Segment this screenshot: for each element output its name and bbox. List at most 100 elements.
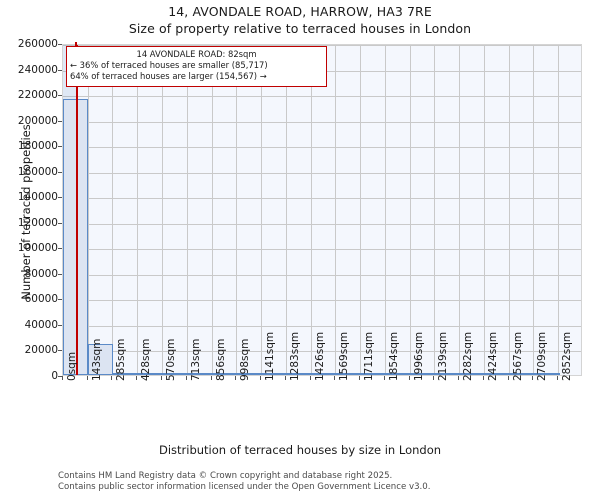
x-axis-tick-mark [458, 376, 460, 380]
y-axis-tick-label: 100000 [17, 242, 58, 255]
y-axis-tick-mark [58, 146, 62, 148]
gridline-horizontal [63, 96, 581, 98]
histogram-bar [410, 373, 436, 375]
x-axis-tick-mark [482, 376, 484, 380]
x-axis-tick-mark [557, 376, 559, 380]
y-axis-tick-mark [58, 95, 62, 97]
page-title: 14, AVONDALE ROAD, HARROW, HA3 7RE [168, 4, 432, 19]
histogram-bar [360, 373, 386, 375]
x-axis-tick-label: 1569sqm [338, 331, 351, 381]
x-axis-tick-mark [359, 376, 361, 380]
gridline-vertical [261, 45, 263, 375]
x-axis-tick-label: 2424sqm [486, 331, 499, 381]
annotation-line-2: ← 36% of terraced houses are smaller (85… [70, 60, 268, 71]
histogram-bar [261, 373, 287, 375]
x-axis-tick-mark [309, 376, 311, 380]
gridline-vertical [87, 45, 89, 375]
y-axis-label: Number of terraced properties [19, 124, 33, 300]
gridline-horizontal [63, 274, 581, 276]
x-axis-tick-mark [507, 376, 509, 380]
y-axis-tick-mark [58, 197, 62, 199]
gridline-vertical [112, 45, 114, 375]
y-axis-tick-mark [58, 44, 62, 45]
histogram-bar [460, 373, 486, 375]
y-axis-tick-label: 160000 [17, 165, 58, 178]
y-axis-tick-label: 40000 [24, 318, 58, 331]
x-axis-tick-mark [334, 376, 336, 380]
gridline-horizontal [63, 198, 581, 200]
plot-area [62, 44, 582, 376]
footer-attribution: Contains HM Land Registry data © Crown c… [58, 471, 598, 492]
histogram-bar [112, 373, 138, 375]
gridline-vertical [384, 45, 386, 375]
gridline-vertical [335, 45, 337, 375]
gridline-vertical [137, 45, 139, 375]
histogram-bar [534, 373, 560, 375]
x-axis-tick-label: 2567sqm [511, 331, 524, 381]
gridline-horizontal [63, 223, 581, 225]
x-axis-tick-label: 1854sqm [387, 331, 400, 381]
x-axis-tick-mark [383, 376, 385, 380]
histogram-bar [63, 99, 88, 375]
histogram-bar [211, 373, 237, 375]
x-axis-tick-mark [62, 376, 63, 380]
gridline-vertical [211, 45, 213, 375]
x-axis-tick-label: 713sqm [189, 338, 202, 381]
gridline-vertical [360, 45, 362, 375]
x-axis-tick-mark [532, 376, 534, 380]
gridline-horizontal [63, 249, 581, 251]
y-axis-tick-mark [58, 171, 62, 173]
gridline-vertical [434, 45, 436, 375]
histogram-bar [385, 373, 411, 375]
gridline-horizontal [63, 300, 581, 302]
gridline-vertical [533, 45, 535, 375]
histogram-bar [137, 373, 163, 375]
x-axis-tick-label: 1141sqm [264, 331, 277, 381]
gridline-vertical [558, 45, 560, 375]
annotation-line-1: 14 AVONDALE ROAD: 82sqm [136, 49, 257, 59]
x-axis-tick-label: 0sqm [66, 351, 78, 381]
gridline-vertical [236, 45, 238, 375]
x-axis-tick-label: 285sqm [115, 338, 128, 381]
y-axis-tick-label: 120000 [17, 216, 58, 229]
gridline-horizontal [63, 325, 581, 327]
x-axis-tick-mark [235, 376, 237, 380]
y-axis-tick-mark [58, 299, 62, 301]
y-axis-tick-label: 20000 [24, 344, 58, 357]
x-axis-tick-label: 998sqm [239, 338, 252, 381]
y-axis-tick-mark [58, 350, 62, 352]
histogram-bar [435, 373, 461, 375]
y-axis-tick-mark [58, 222, 62, 224]
histogram-bar [162, 373, 188, 375]
y-axis-tick-label: 180000 [17, 140, 58, 153]
x-axis-tick-mark [408, 376, 410, 380]
annotation-line-3: 64% of terraced houses are larger (154,5… [70, 71, 267, 82]
y-axis-tick-label: 200000 [17, 114, 58, 127]
y-axis-tick-mark [58, 324, 62, 326]
histogram-bar [187, 373, 212, 375]
gridline-horizontal [63, 172, 581, 174]
x-axis-label: Distribution of terraced houses by size … [158, 443, 442, 457]
x-axis-tick-label: 428sqm [140, 338, 153, 381]
x-axis-tick-label: 143sqm [90, 338, 103, 381]
x-axis-tick-mark [260, 376, 262, 380]
gridline-horizontal [63, 147, 581, 149]
x-axis-tick-mark [86, 376, 88, 380]
histogram-bar [87, 343, 113, 375]
x-axis-tick-label: 2852sqm [561, 331, 574, 381]
x-axis-tick-label: 1996sqm [412, 331, 425, 381]
x-axis-tick-label: 2709sqm [536, 331, 549, 381]
x-axis-tick-label: 2282sqm [462, 331, 475, 381]
y-axis-tick-label: 220000 [17, 89, 58, 102]
histogram-bar [509, 373, 535, 375]
y-axis-tick-mark [58, 120, 62, 122]
y-axis-tick-mark [58, 273, 62, 275]
x-axis-tick-mark [185, 376, 187, 380]
gridline-vertical [310, 45, 312, 375]
property-annotation: 14 AVONDALE ROAD: 82sqm ← 36% of terrace… [66, 46, 327, 87]
y-axis-tick-label: 140000 [17, 191, 58, 204]
gridline-horizontal [63, 45, 581, 46]
marker-connector [75, 42, 78, 48]
gridline-horizontal [63, 121, 581, 123]
x-axis-tick-label: 1426sqm [313, 331, 326, 381]
